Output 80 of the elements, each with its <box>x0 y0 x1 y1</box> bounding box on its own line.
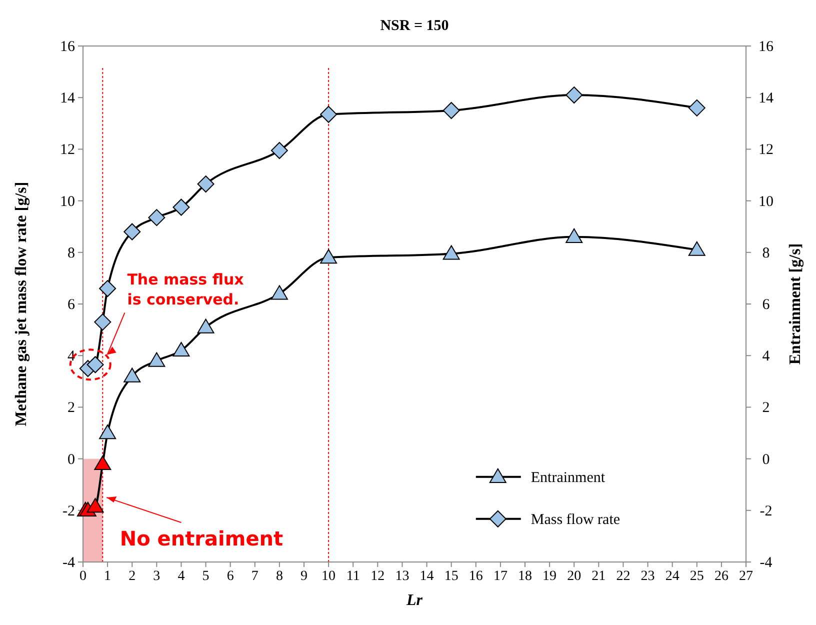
y2-tick-label: 8 <box>762 245 770 262</box>
x-tick-label: 26 <box>714 569 728 584</box>
y2-tick-label: 6 <box>762 297 770 313</box>
y-tick-label: 14 <box>60 90 76 107</box>
x-tick-label: 6 <box>226 569 234 584</box>
point <box>172 342 190 357</box>
y2-tick-label: -4 <box>760 555 773 571</box>
x-tick-label: 17 <box>493 569 508 584</box>
y-tick-label: 6 <box>68 297 76 313</box>
y-tick-label: 10 <box>60 194 75 210</box>
y-tick-label: 16 <box>60 39 76 55</box>
point <box>442 245 460 260</box>
x-tick-label: 13 <box>395 569 410 584</box>
x-tick-label: 23 <box>640 569 655 584</box>
y2-tick-label: 12 <box>758 142 774 158</box>
y-tick-label: 0 <box>68 452 75 468</box>
x-tick-label: 18 <box>518 569 532 584</box>
x-tick-label: 14 <box>420 569 434 584</box>
x-tick-label: 12 <box>370 569 385 584</box>
point <box>270 285 288 300</box>
chart-title: NSR = 150 <box>380 18 449 34</box>
point <box>124 223 141 240</box>
x-axis-title: Lr <box>406 592 424 609</box>
point <box>99 280 116 298</box>
x-tick-label: 27 <box>739 569 753 584</box>
legend-label: Mass flow rate <box>530 512 620 528</box>
point <box>688 99 706 116</box>
y2-tick-label: 16 <box>758 39 774 55</box>
x-tick-label: 10 <box>322 569 336 584</box>
legend-label: Entrainment <box>530 470 606 486</box>
x-tick-label: 20 <box>567 569 582 584</box>
annotation: No entraiment <box>120 526 284 550</box>
y2-tick-label: -2 <box>760 503 772 520</box>
y2-tick-label: 0 <box>762 452 770 468</box>
point <box>197 318 214 334</box>
point <box>94 314 112 331</box>
y2-tick-label: 10 <box>758 194 774 210</box>
y-tick-label: 12 <box>60 142 75 158</box>
point <box>320 249 338 264</box>
y-tick-label: -2 <box>62 503 75 520</box>
annotation: The mass flux is conserved. <box>127 270 244 309</box>
point <box>124 368 141 382</box>
y-tick-label: 2 <box>68 400 75 416</box>
x-tick-label: 21 <box>592 569 606 584</box>
point <box>688 241 706 256</box>
x-tick-label: 5 <box>202 569 210 584</box>
point <box>320 106 338 123</box>
x-tick-label: 15 <box>444 569 458 584</box>
y2-tick-label: 14 <box>758 90 774 107</box>
point <box>172 198 190 216</box>
x-tick-label: 3 <box>153 569 160 584</box>
point <box>566 228 583 244</box>
x-tick-label: 4 <box>178 569 185 584</box>
point <box>442 102 460 119</box>
x-tick-label: 16 <box>468 569 483 584</box>
x-tick-label: 7 <box>251 569 258 584</box>
point <box>86 498 104 513</box>
y-tick-label: -4 <box>62 555 76 571</box>
point <box>99 424 116 440</box>
x-tick-label: 1 <box>104 569 112 584</box>
y2-axis-title: Entrainment [g/s] <box>787 243 804 365</box>
x-tick-label: 8 <box>276 569 283 584</box>
point <box>270 142 288 159</box>
x-tick-label: 24 <box>665 569 680 584</box>
y-axis-title: Methane gas jet mass flow rate [g/s] <box>13 182 30 426</box>
y2-tick-label: 4 <box>762 348 770 365</box>
point <box>197 176 214 193</box>
point <box>148 209 166 226</box>
y-tick-label: 8 <box>68 245 75 262</box>
point <box>148 352 166 367</box>
x-tick-label: 19 <box>542 569 557 584</box>
x-tick-label: 25 <box>690 569 704 584</box>
x-tick-label: 2 <box>128 569 136 584</box>
x-tick-label: 11 <box>346 569 360 584</box>
point <box>94 455 112 470</box>
x-tick-label: 22 <box>616 569 630 584</box>
x-tick-label: 0 <box>80 569 86 584</box>
x-tick-label: 9 <box>300 569 308 584</box>
y2-tick-label: 2 <box>762 400 770 416</box>
point <box>566 86 583 104</box>
